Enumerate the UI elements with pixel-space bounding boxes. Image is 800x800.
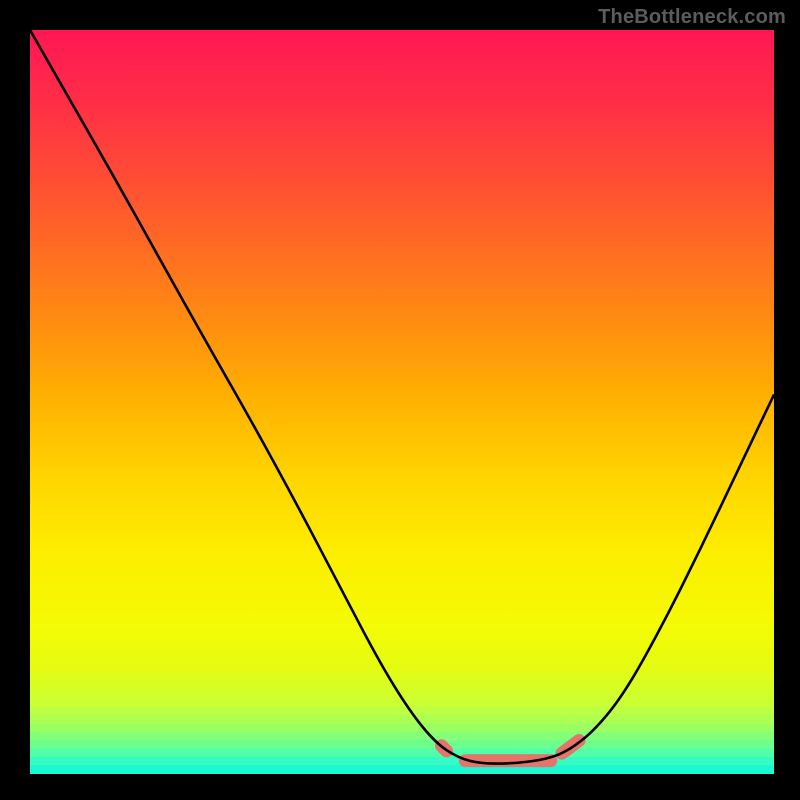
chart-container: { "watermark": { "text": "TheBottleneck.… bbox=[0, 0, 800, 800]
watermark-text: TheBottleneck.com bbox=[598, 6, 786, 29]
bottleneck-chart bbox=[0, 0, 800, 800]
gradient-bands bbox=[30, 648, 774, 775]
